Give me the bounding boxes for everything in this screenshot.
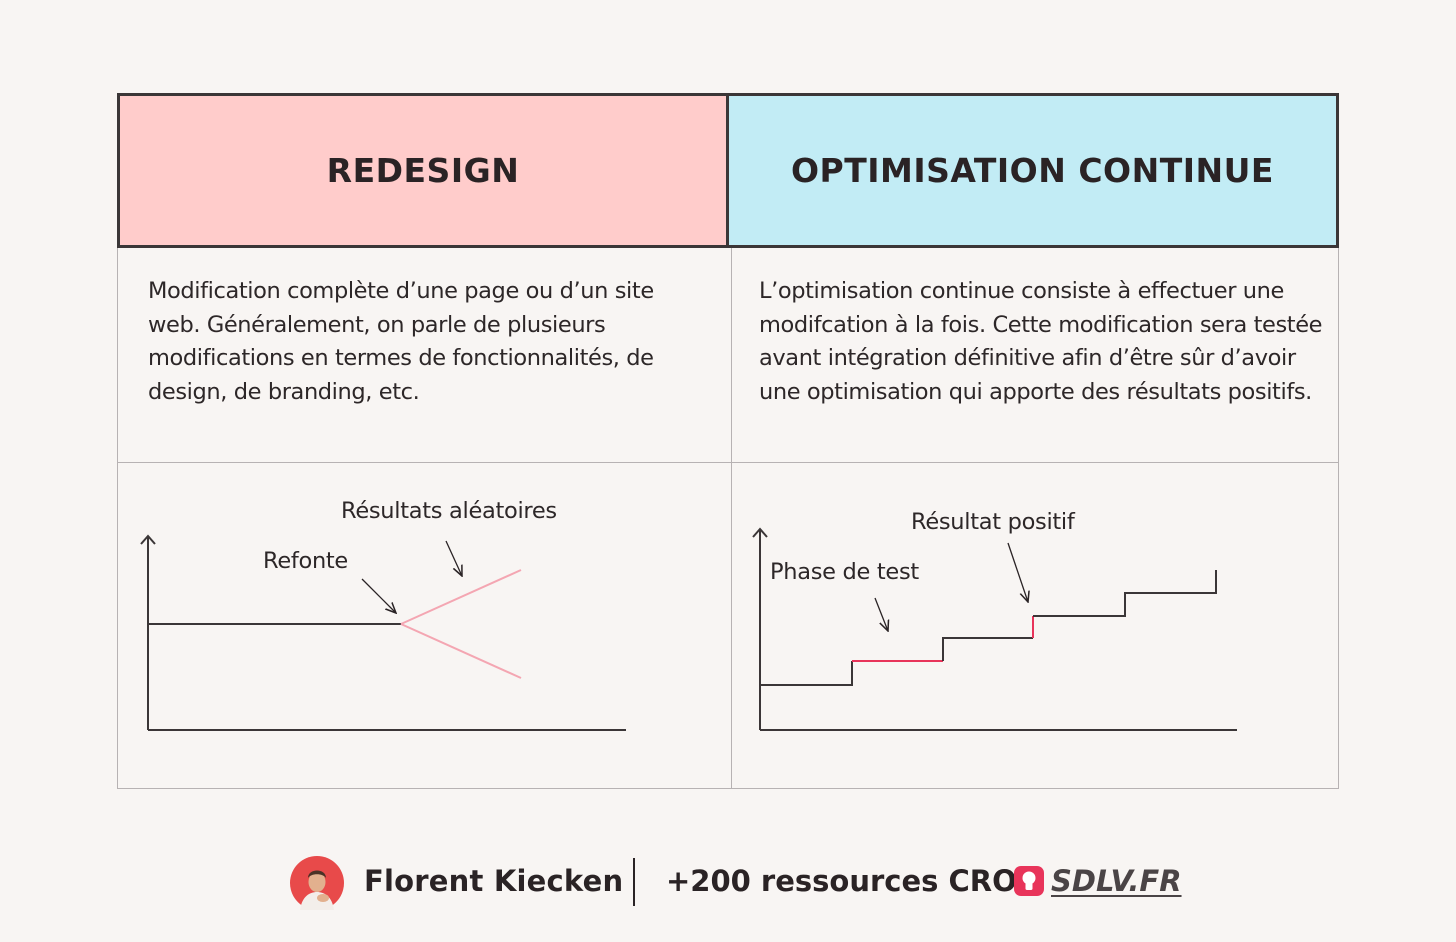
site-link[interactable]: SDLV.FR [1051, 864, 1182, 898]
footer: Florent Kiecken +200 ressources CRO : SD… [0, 850, 1456, 914]
refonte-arrow-icon [361, 578, 396, 613]
branch-down [400, 623, 522, 679]
resultat-arrow-icon [1007, 542, 1028, 602]
step-3 [1033, 570, 1217, 617]
author-avatar [290, 856, 344, 910]
branch-up [400, 569, 522, 625]
lightbulb-icon [1014, 866, 1044, 896]
redesign-description: Modification complète d’une page ou d’un… [148, 278, 654, 405]
redesign-description-cell: Modification complète d’une page ou d’un… [117, 248, 732, 463]
resultats-aleatoires-label: Résultats aléatoires [341, 498, 557, 524]
y-axis-arrow-icon [752, 527, 768, 538]
redesign-header: REDESIGN [117, 93, 729, 248]
optimisation-title: OPTIMISATION CONTINUE [791, 151, 1274, 190]
redesign-title: REDESIGN [326, 151, 520, 190]
step-1 [760, 661, 853, 686]
resultats-arrow-icon [445, 540, 462, 576]
optimisation-description: L’optimisation continue consiste à effec… [759, 278, 1323, 405]
footer-divider [633, 858, 635, 906]
optimisation-diagram: Phase de test Résultat positif [752, 509, 1237, 731]
optimisation-diagram-cell: Phase de test Résultat positif [731, 462, 1339, 789]
refonte-label: Refonte [263, 548, 348, 574]
author-name: Florent Kiecken [364, 864, 624, 898]
phase-arrow-icon [874, 597, 888, 631]
phase-de-test-label: Phase de test [770, 559, 919, 585]
y-axis-arrow-icon [140, 534, 156, 545]
redesign-diagram-cell: Refonte Résultats aléatoires [117, 462, 732, 789]
resultat-positif-label: Résultat positif [911, 509, 1076, 535]
comparison-table: REDESIGN OPTIMISATION CONTINUE Modificat… [117, 93, 1339, 789]
resources-text: +200 ressources CRO : [666, 864, 1039, 898]
redesign-diagram: Refonte Résultats aléatoires [140, 498, 626, 731]
optimisation-description-cell: L’optimisation continue consiste à effec… [731, 248, 1339, 463]
optimisation-header: OPTIMISATION CONTINUE [726, 93, 1339, 248]
step-2 [942, 637, 1033, 661]
